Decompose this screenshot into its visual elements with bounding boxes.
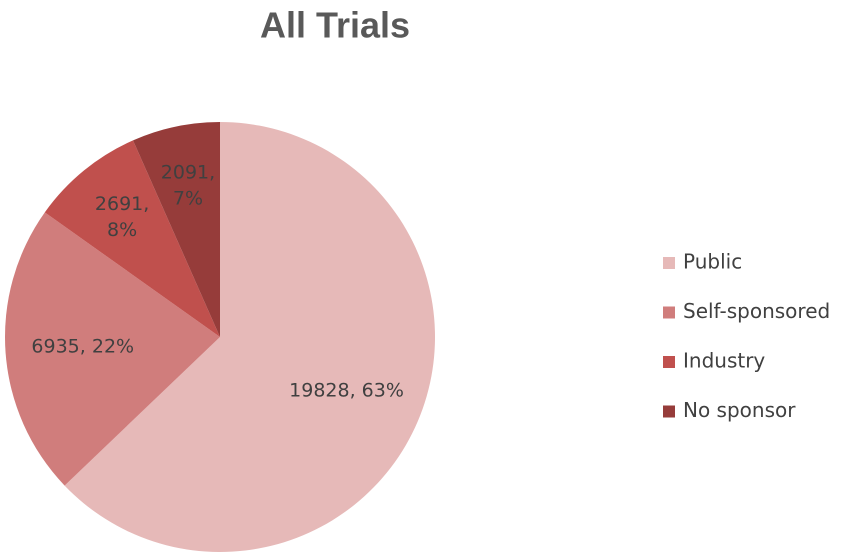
pie-slice bbox=[133, 122, 220, 337]
legend-swatch bbox=[663, 405, 675, 418]
chart-title: All Trials bbox=[260, 5, 410, 46]
legend-swatch bbox=[663, 306, 675, 319]
pie-slice bbox=[4, 212, 221, 486]
pie-slice bbox=[64, 122, 436, 553]
legend-label: Self-sponsored bbox=[683, 299, 830, 323]
data-label: 2691, 8% bbox=[95, 193, 149, 241]
legend-label: Industry bbox=[683, 349, 765, 373]
legend-label: No sponsor bbox=[683, 398, 796, 422]
data-label: 2091, 7% bbox=[161, 161, 215, 209]
legend-swatch bbox=[663, 356, 675, 368]
data-label: 19828, 63% bbox=[289, 380, 404, 402]
pie-slice bbox=[44, 140, 220, 337]
data-label: 6935, 22% bbox=[31, 335, 134, 357]
legend-swatch bbox=[663, 257, 675, 269]
legend-label: Public bbox=[683, 250, 742, 274]
